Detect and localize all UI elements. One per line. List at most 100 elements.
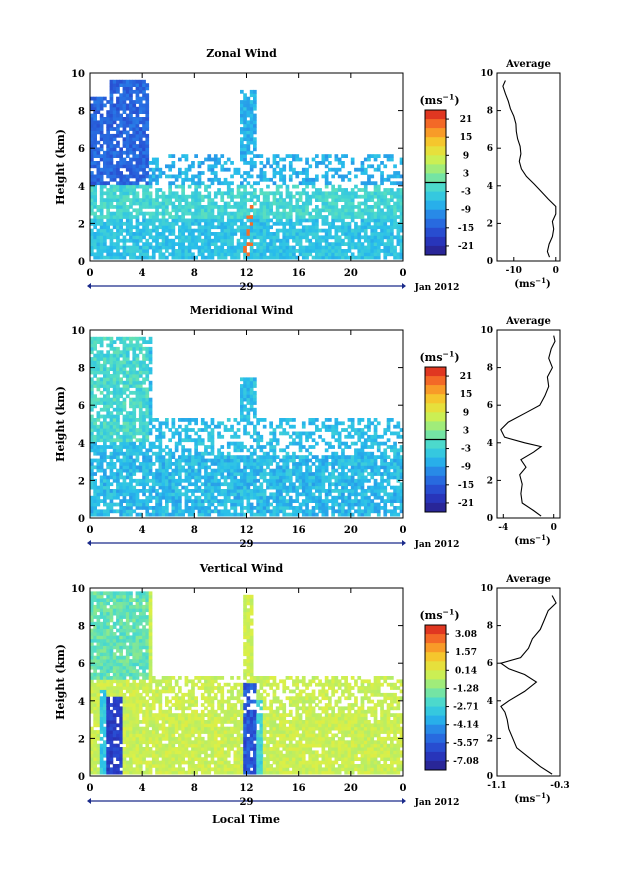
heatmap-cell bbox=[292, 499, 296, 503]
heatmap-cell bbox=[311, 177, 316, 182]
heatmap-cell bbox=[158, 512, 163, 517]
heatmap-cell bbox=[197, 489, 202, 493]
heatmap-cell bbox=[129, 478, 133, 483]
heatmap-cell bbox=[125, 228, 130, 233]
heatmap-cell bbox=[301, 191, 306, 196]
heatmap-cell bbox=[396, 252, 401, 257]
heatmap-cell bbox=[96, 448, 101, 453]
heatmap-cell bbox=[122, 441, 127, 446]
heatmap-cell bbox=[119, 499, 123, 503]
heatmap-cell bbox=[240, 147, 244, 152]
heatmap-cell bbox=[99, 215, 104, 219]
heatmap-cell bbox=[321, 228, 326, 233]
heatmap-cell bbox=[233, 249, 238, 253]
heatmap-cell bbox=[262, 174, 267, 179]
heatmap-cell bbox=[305, 489, 309, 493]
heatmap-cell bbox=[249, 117, 254, 121]
heatmap-cell bbox=[138, 414, 143, 419]
heatmap-cell bbox=[171, 249, 176, 253]
heatmap-cell bbox=[246, 485, 251, 490]
heatmap-cell bbox=[142, 353, 146, 358]
heatmap-cell bbox=[207, 198, 212, 202]
heatmap-cell bbox=[103, 235, 107, 240]
heatmap-cell bbox=[116, 218, 120, 223]
heatmap-cell bbox=[200, 506, 205, 510]
heatmap-cell bbox=[220, 205, 225, 209]
heatmap-cell bbox=[363, 499, 368, 503]
heatmap-cell bbox=[337, 502, 342, 507]
heatmap-cell bbox=[112, 113, 117, 118]
heatmap-cell bbox=[357, 235, 362, 240]
heatmap-cell bbox=[194, 228, 198, 233]
heatmap-cell bbox=[142, 377, 146, 382]
heatmap-cell bbox=[125, 150, 130, 155]
heatmap-cell bbox=[103, 384, 107, 388]
heatmap-cell bbox=[204, 448, 208, 453]
heatmap-cell bbox=[396, 458, 401, 463]
heatmap-cell bbox=[318, 242, 322, 246]
heatmap-cell bbox=[132, 492, 137, 497]
heatmap-cell bbox=[360, 455, 365, 459]
heatmap-cell bbox=[165, 475, 169, 480]
heatmap-cell bbox=[116, 154, 120, 158]
heatmap-cell bbox=[174, 441, 179, 446]
heatmap-cell bbox=[135, 117, 140, 121]
heatmap-cell bbox=[187, 184, 192, 189]
heatmap-cell bbox=[106, 123, 110, 128]
heatmap-cell bbox=[116, 215, 120, 219]
heatmap-cell bbox=[158, 472, 163, 476]
heatmap-cell bbox=[367, 154, 371, 158]
heatmap-cell bbox=[373, 215, 378, 219]
heatmap-cell bbox=[116, 407, 120, 412]
heatmap-cell bbox=[210, 255, 215, 260]
heatmap-cell bbox=[262, 252, 267, 257]
heatmap-cell bbox=[363, 235, 368, 240]
heatmap-cell bbox=[168, 451, 172, 456]
heatmap-cell bbox=[246, 140, 251, 145]
heatmap-cell bbox=[138, 343, 143, 348]
heatmap-cell bbox=[125, 164, 130, 169]
heatmap-cell bbox=[132, 110, 137, 114]
heatmap-cell bbox=[380, 198, 384, 202]
colorbar-tick-label: -15 bbox=[458, 224, 474, 234]
heatmap-cell bbox=[93, 164, 97, 169]
heatmap-cell bbox=[119, 174, 123, 179]
heatmap-cell bbox=[96, 414, 101, 419]
heatmap-cell bbox=[318, 238, 322, 243]
heatmap-cell bbox=[393, 489, 397, 493]
heatmap-cell bbox=[109, 161, 114, 165]
heatmap-cell bbox=[213, 235, 218, 240]
heatmap-cell bbox=[135, 377, 140, 382]
heatmap-cell bbox=[367, 424, 371, 429]
heatmap-cell bbox=[249, 377, 254, 382]
heatmap-cell bbox=[142, 411, 146, 415]
heatmap-cell bbox=[90, 96, 94, 101]
heatmap-cell bbox=[181, 181, 185, 186]
heatmap-cell bbox=[282, 482, 287, 487]
heatmap-cell bbox=[298, 431, 303, 436]
heatmap-cell bbox=[341, 421, 345, 426]
heatmap-cell bbox=[373, 188, 378, 192]
heatmap-cell bbox=[301, 478, 306, 483]
heatmap-cell bbox=[363, 191, 368, 196]
heatmap-cell bbox=[373, 441, 378, 446]
heatmap-cell bbox=[135, 174, 140, 179]
heatmap-cell bbox=[194, 198, 198, 202]
heatmap-cell bbox=[344, 255, 348, 260]
heatmap-cell bbox=[357, 188, 362, 192]
heatmap-cell bbox=[132, 499, 137, 503]
heatmap-cell bbox=[119, 117, 123, 121]
heatmap-cell bbox=[393, 215, 397, 219]
heatmap-cell bbox=[253, 191, 257, 196]
heatmap-cell bbox=[145, 350, 150, 355]
heatmap-cell bbox=[272, 181, 277, 186]
heatmap-cell bbox=[249, 495, 254, 500]
heatmap-cell bbox=[331, 198, 335, 202]
heatmap-cell bbox=[96, 465, 101, 470]
heatmap-cell bbox=[318, 191, 322, 196]
heatmap-cell bbox=[155, 232, 159, 236]
y-tick-label: 0 bbox=[78, 257, 85, 268]
heatmap-cell bbox=[178, 215, 182, 219]
heatmap-cell bbox=[262, 164, 267, 169]
heatmap-cell bbox=[135, 110, 140, 114]
